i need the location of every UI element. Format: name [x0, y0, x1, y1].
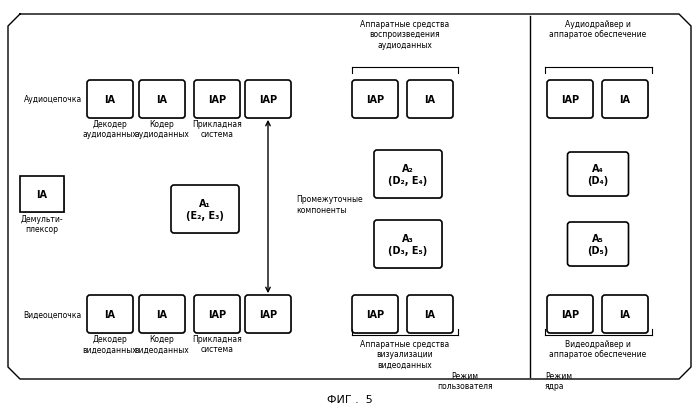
Text: A₃
(D₃, E₅): A₃ (D₃, E₅) — [389, 234, 428, 255]
Text: Прикладная
система: Прикладная система — [192, 334, 242, 353]
Text: Промежуточные
компоненты: Промежуточные компоненты — [296, 195, 363, 214]
FancyBboxPatch shape — [139, 81, 185, 119]
Text: IA: IA — [619, 309, 630, 319]
FancyBboxPatch shape — [196, 83, 240, 119]
FancyBboxPatch shape — [549, 298, 593, 334]
FancyBboxPatch shape — [141, 298, 185, 334]
FancyBboxPatch shape — [605, 298, 649, 334]
Text: IA: IA — [157, 95, 168, 105]
FancyBboxPatch shape — [22, 179, 64, 213]
FancyBboxPatch shape — [602, 81, 648, 119]
FancyBboxPatch shape — [549, 83, 593, 119]
Text: IAP: IAP — [561, 95, 579, 105]
FancyBboxPatch shape — [352, 295, 398, 333]
FancyBboxPatch shape — [89, 83, 134, 119]
FancyBboxPatch shape — [407, 295, 453, 333]
FancyBboxPatch shape — [87, 295, 133, 333]
Text: IA: IA — [36, 189, 48, 200]
Text: A₄
(D₄): A₄ (D₄) — [587, 164, 609, 185]
FancyBboxPatch shape — [89, 298, 134, 334]
Text: IAP: IAP — [259, 309, 277, 319]
Text: ФИГ .  5: ФИГ . 5 — [327, 394, 373, 404]
FancyBboxPatch shape — [87, 81, 133, 119]
FancyBboxPatch shape — [352, 81, 398, 119]
FancyBboxPatch shape — [377, 223, 442, 269]
Text: Кодер
видеоданных: Кодер видеоданных — [135, 334, 189, 353]
Text: IAP: IAP — [561, 309, 579, 319]
FancyBboxPatch shape — [377, 153, 442, 199]
FancyBboxPatch shape — [245, 81, 291, 119]
Text: Аппаратные средства
визуализации
видеоданных: Аппаратные средства визуализации видеода… — [361, 339, 449, 369]
Text: A₂
(D₂, E₄): A₂ (D₂, E₄) — [389, 164, 428, 185]
Text: IA: IA — [157, 309, 168, 319]
Text: Видеоцепочка: Видеоцепочка — [24, 310, 82, 319]
FancyBboxPatch shape — [194, 81, 240, 119]
Text: Декодер
видеоданных: Декодер видеоданных — [82, 334, 138, 353]
FancyBboxPatch shape — [247, 83, 291, 119]
Text: IAP: IAP — [366, 309, 384, 319]
Text: Аппаратные средства
воспроизведения
аудиоданных: Аппаратные средства воспроизведения ауди… — [361, 20, 449, 49]
FancyBboxPatch shape — [354, 83, 398, 119]
FancyBboxPatch shape — [171, 186, 239, 234]
Text: Аудиоцепочка: Аудиоцепочка — [24, 95, 82, 104]
FancyBboxPatch shape — [374, 220, 442, 268]
Text: Прикладная
система: Прикладная система — [192, 120, 242, 139]
FancyBboxPatch shape — [568, 153, 628, 196]
Text: IA: IA — [104, 95, 115, 105]
Text: A₁
(E₂, E₃): A₁ (E₂, E₃) — [186, 199, 224, 220]
FancyBboxPatch shape — [247, 298, 291, 334]
Text: IAP: IAP — [208, 95, 226, 105]
FancyBboxPatch shape — [568, 222, 628, 266]
FancyBboxPatch shape — [602, 295, 648, 333]
Text: IA: IA — [424, 95, 435, 105]
FancyBboxPatch shape — [570, 155, 629, 197]
FancyBboxPatch shape — [245, 295, 291, 333]
FancyBboxPatch shape — [354, 298, 398, 334]
FancyBboxPatch shape — [605, 83, 649, 119]
Text: Режим
пользователя: Режим пользователя — [437, 371, 493, 391]
FancyBboxPatch shape — [139, 295, 185, 333]
Text: IA: IA — [104, 309, 115, 319]
FancyBboxPatch shape — [547, 295, 593, 333]
FancyBboxPatch shape — [141, 83, 185, 119]
FancyBboxPatch shape — [407, 81, 453, 119]
Text: IAP: IAP — [366, 95, 384, 105]
Text: IA: IA — [424, 309, 435, 319]
FancyBboxPatch shape — [194, 295, 240, 333]
Text: Аудиодрайвер и
аппаратое обеспечение: Аудиодрайвер и аппаратое обеспечение — [549, 20, 647, 39]
FancyBboxPatch shape — [570, 225, 629, 267]
FancyBboxPatch shape — [374, 151, 442, 198]
Text: IAP: IAP — [259, 95, 277, 105]
FancyBboxPatch shape — [410, 298, 454, 334]
Text: IAP: IAP — [208, 309, 226, 319]
Text: A₅
(D₅): A₅ (D₅) — [587, 234, 609, 255]
FancyBboxPatch shape — [20, 177, 64, 213]
Text: Режим
ядра: Режим ядра — [545, 371, 572, 391]
Text: IA: IA — [619, 95, 630, 105]
FancyBboxPatch shape — [196, 298, 240, 334]
FancyBboxPatch shape — [547, 81, 593, 119]
Text: Демульти-
плексор: Демульти- плексор — [21, 214, 64, 234]
Text: Кодер
аудиоданных: Кодер аудиоданных — [135, 120, 189, 139]
FancyBboxPatch shape — [410, 83, 454, 119]
Text: Декодер
аудиоданных: Декодер аудиоданных — [82, 120, 138, 139]
FancyBboxPatch shape — [173, 188, 240, 234]
Text: Видеодрайвер и
аппаратое обеспечение: Видеодрайвер и аппаратое обеспечение — [549, 339, 647, 359]
